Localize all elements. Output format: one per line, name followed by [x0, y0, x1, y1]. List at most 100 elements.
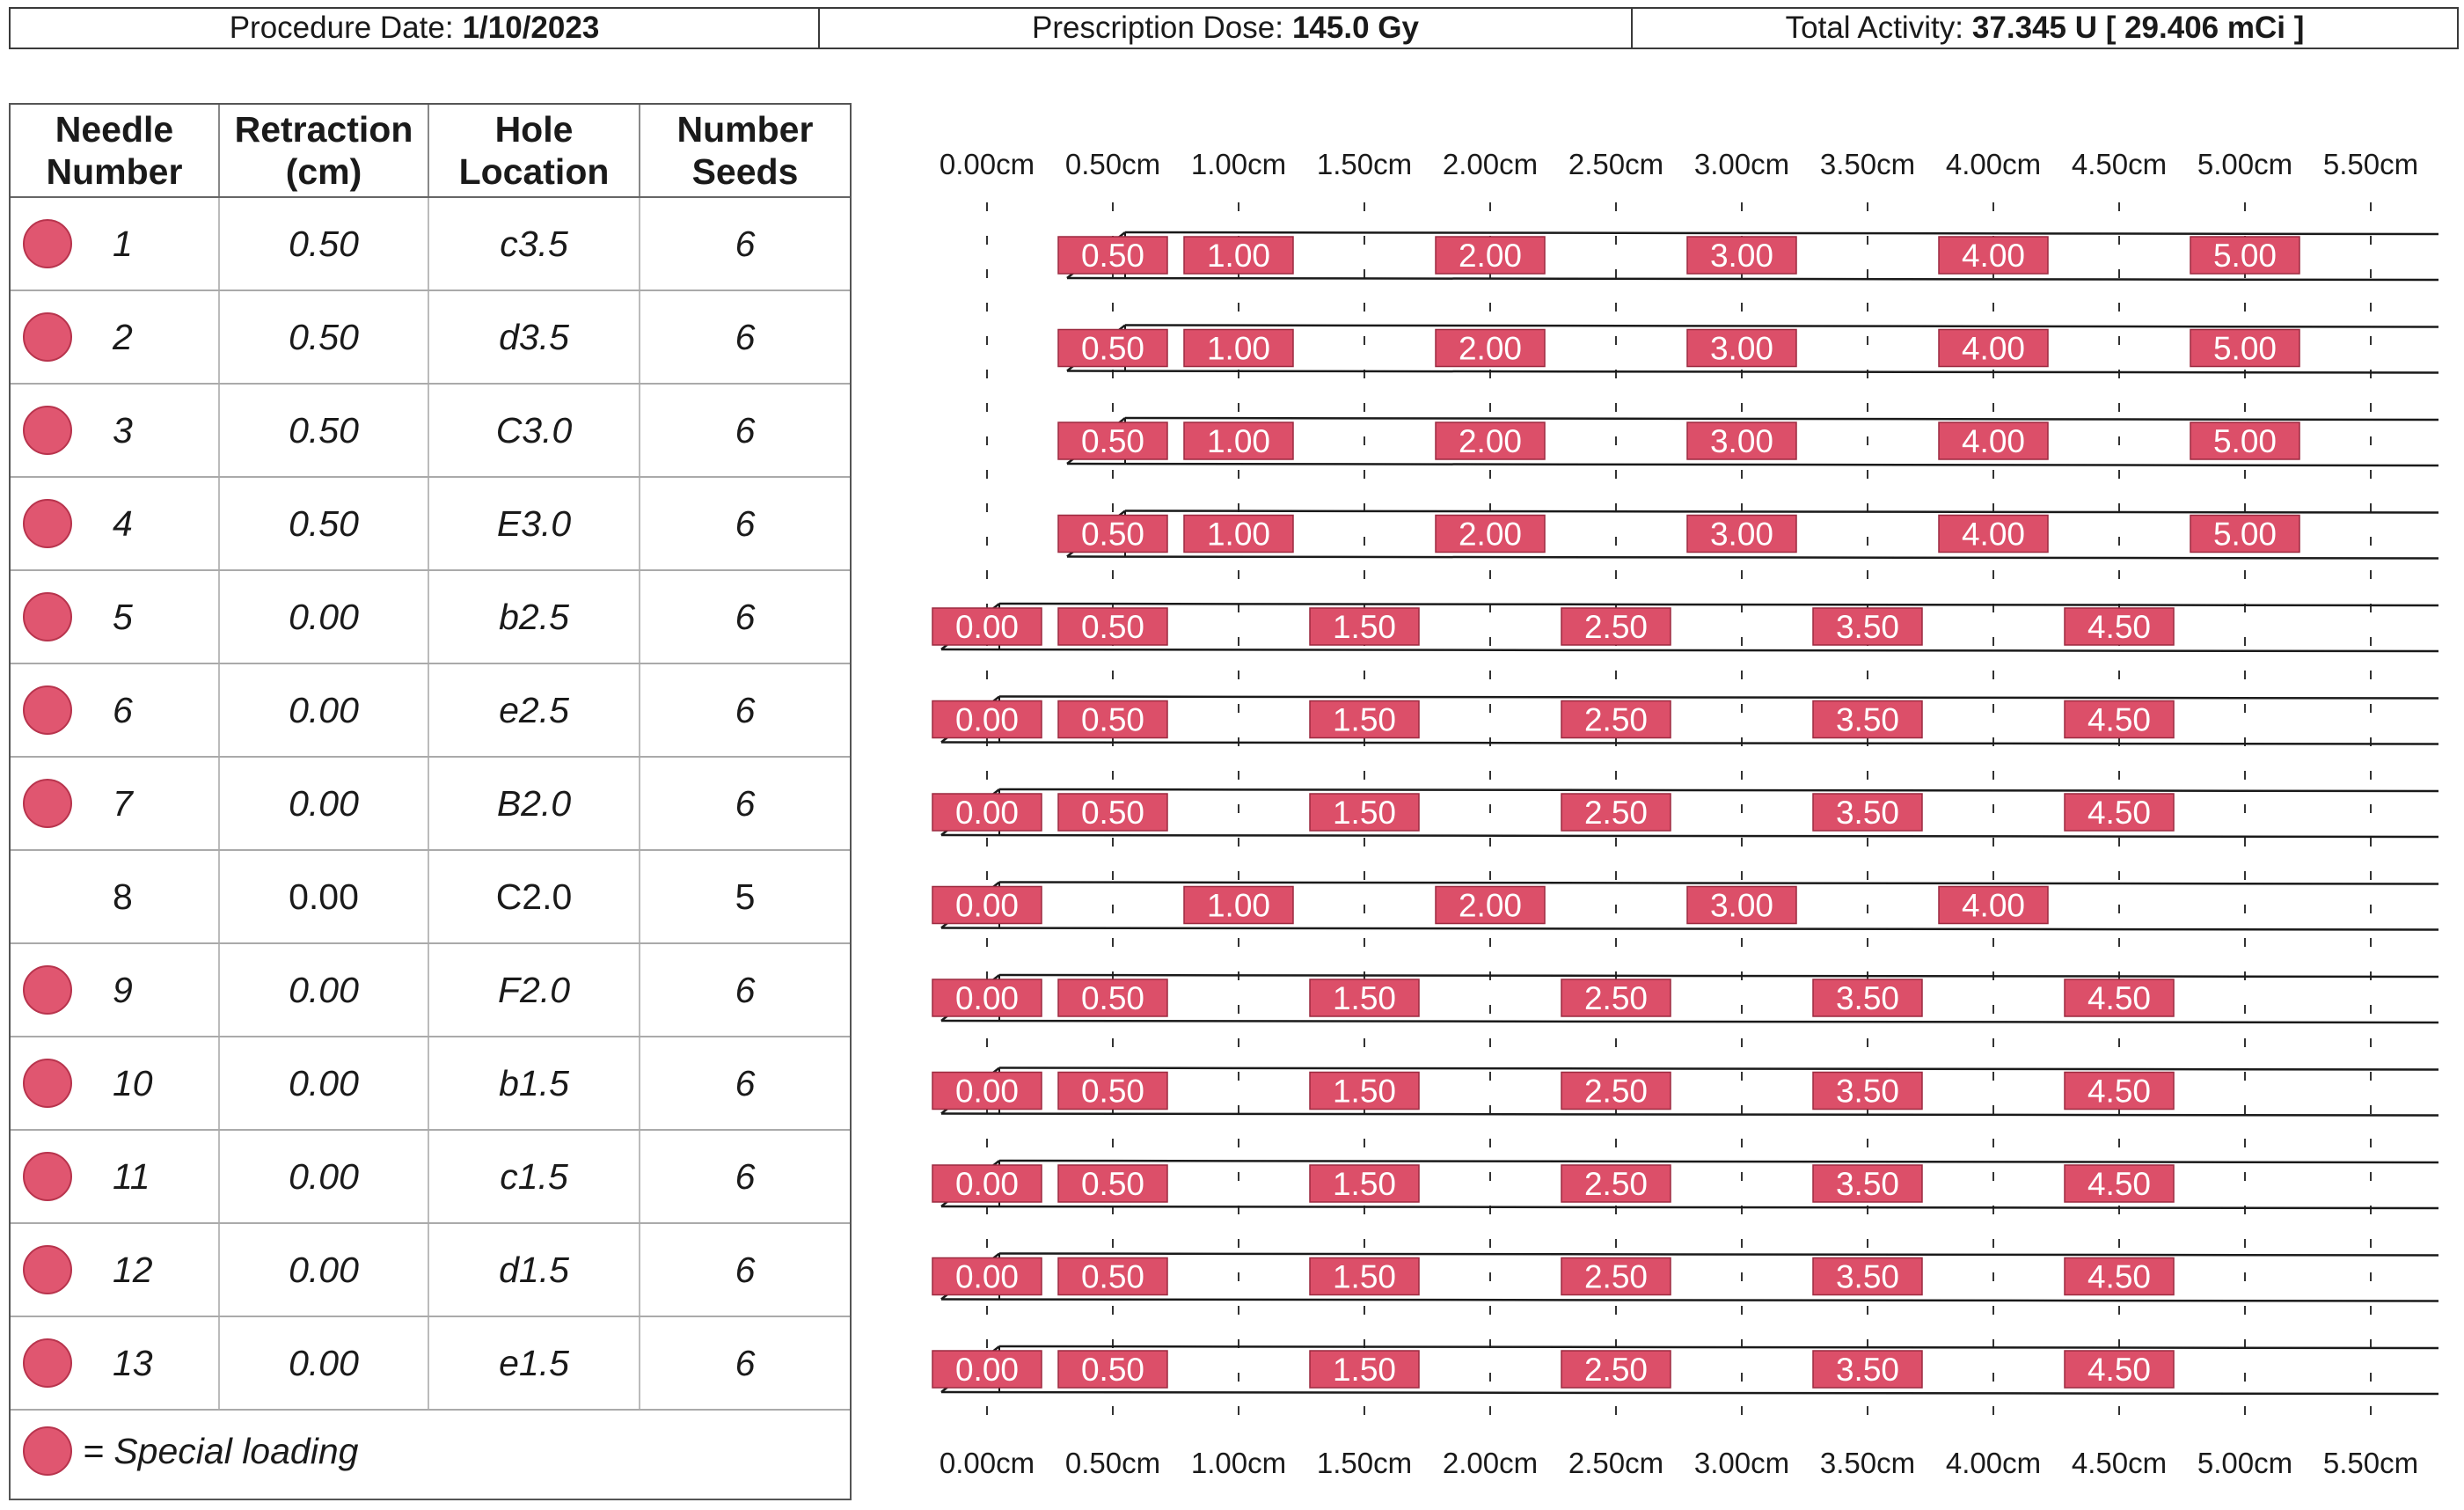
seed-position-label: 3.50	[1836, 1259, 1899, 1295]
seed-marker	[1309, 979, 1420, 1017]
needle-number: 9	[113, 969, 133, 1010]
seed-marker	[932, 793, 1042, 832]
retraction-cell: 0.00	[220, 758, 429, 849]
seed-position-label: 0.50	[1081, 1259, 1144, 1295]
needle-number: 12	[113, 1249, 153, 1290]
axis-tick-label-bottom: 5.00cm	[2197, 1447, 2292, 1479]
seed-marker	[1183, 514, 1294, 553]
seed-marker	[1057, 979, 1168, 1017]
seed-marker	[1435, 514, 1546, 553]
seed-position-label: 2.50	[1584, 1352, 1648, 1388]
table-row: 8 0.00 C2.0 5	[11, 851, 850, 944]
special-loading-dot-icon	[23, 1245, 72, 1294]
needle-number: 7	[113, 782, 133, 824]
seed-marker	[932, 979, 1042, 1017]
seed-position-label: 1.00	[1207, 331, 1270, 367]
seed-marker	[2064, 979, 2175, 1017]
seed-position-label: 4.50	[2087, 609, 2151, 645]
seed-position-label: 2.00	[1459, 423, 1522, 459]
axis-tick-label-top: 4.50cm	[2072, 148, 2167, 180]
hole-location-cell: d3.5	[429, 291, 640, 383]
needle-number: 5	[113, 596, 133, 637]
seed-marker	[932, 1071, 1042, 1111]
needle-number-cell: 13	[11, 1317, 220, 1409]
seed-marker	[1309, 1164, 1420, 1203]
needle-number: 4	[113, 502, 133, 544]
seed-position-label: 3.50	[1836, 795, 1899, 831]
special-loading-dot-icon	[23, 1152, 72, 1201]
seed-position-label: 1.00	[1207, 517, 1270, 553]
seed-position-label: 1.50	[1333, 1074, 1396, 1110]
needle-bottom-edge	[1066, 370, 2439, 374]
seed-marker	[1183, 328, 1294, 368]
axis-tick-label-top: 2.00cm	[1443, 148, 1538, 180]
needle-number-cell: 1	[11, 198, 220, 290]
needle-number: 3	[113, 409, 133, 451]
needle-number-cell: 7	[11, 758, 220, 849]
retraction-cell: 0.00	[220, 1037, 429, 1129]
seed-marker	[1938, 421, 2049, 460]
seed-marker	[2064, 700, 2175, 739]
axis-tick-label-bottom: 3.00cm	[1694, 1447, 1789, 1479]
seed-marker	[1686, 421, 1797, 460]
needle-number-cell: 8	[11, 851, 220, 942]
seed-position-label: 1.50	[1333, 980, 1396, 1016]
special-loading-dot-icon	[23, 685, 72, 735]
seed-marker	[1938, 328, 2049, 368]
seed-position-label: 2.00	[1459, 238, 1522, 274]
number-seeds-cell: 6	[735, 223, 756, 264]
seed-marker	[2064, 607, 2175, 646]
axis-tick-label-bottom: 3.50cm	[1820, 1447, 1915, 1479]
seed-position-label: 1.50	[1333, 1166, 1396, 1202]
seed-marker	[1057, 421, 1168, 460]
needle-number-cell: 4	[11, 478, 220, 569]
seed-position-label: 0.00	[955, 609, 1019, 645]
needle-table: Needle Number Retraction (cm) Hole Location…	[9, 103, 852, 1500]
hole-location-cell: c3.5	[429, 198, 640, 290]
needle-number: 8	[113, 876, 133, 917]
seed-marker	[1938, 514, 2049, 553]
seed-position-label: 2.50	[1584, 1074, 1648, 1110]
seed-position-label: 0.50	[1081, 702, 1144, 738]
needle-top-edge	[1124, 324, 2439, 328]
seed-marker	[1057, 328, 1168, 368]
needle-top-edge	[998, 973, 2439, 979]
seed-marker	[932, 607, 1042, 646]
needle-bottom-edge	[1066, 276, 2439, 282]
needle-top-edge	[998, 1252, 2439, 1257]
retraction-cell: 0.00	[220, 1224, 429, 1316]
total-activity-value: 37.345 U [ 29.406 mCi ]	[1971, 11, 2305, 45]
needle-top-edge	[1124, 509, 2439, 514]
column-header-number-seeds: Number Seeds	[640, 105, 850, 196]
seed-position-label: 0.00	[955, 1074, 1019, 1110]
number-seeds-cell: 6	[735, 502, 756, 544]
prescription-dose-label: Prescription Dose:	[1032, 11, 1283, 45]
seed-position-label: 2.50	[1584, 795, 1648, 831]
seed-position-label: 4.50	[2087, 795, 2151, 831]
axis-tick-label-top: 2.50cm	[1568, 148, 1663, 180]
seed-marker	[1309, 700, 1420, 739]
seed-marker	[1435, 328, 1546, 368]
needle-bottom-edge	[940, 1019, 2439, 1024]
hole-location-cell: F2.0	[429, 944, 640, 1036]
special-loading-dot-icon	[23, 219, 72, 268]
seed-position-label: 0.00	[955, 1352, 1019, 1388]
table-row: 13 0.00 e1.5 6	[11, 1317, 850, 1411]
special-loading-dot-icon	[23, 1059, 72, 1108]
needle-bottom-edge	[940, 648, 2439, 653]
seed-position-label: 0.00	[955, 1166, 1019, 1202]
needle-top-edge	[998, 1159, 2439, 1164]
seed-position-label: 5.00	[2213, 331, 2277, 367]
seed-position-label: 4.50	[2087, 1074, 2151, 1110]
seed-position-label: 0.00	[955, 888, 1019, 924]
axis-tick-label-top: 4.00cm	[1946, 148, 2041, 180]
seed-position-label: 2.50	[1584, 1166, 1648, 1202]
seed-position-label: 2.00	[1459, 888, 1522, 924]
retraction-cell: 0.00	[220, 571, 429, 663]
retraction-cell: 0.50	[220, 198, 429, 290]
special-loading-dot-icon	[23, 1338, 72, 1388]
needle-bottom-edge	[1066, 555, 2439, 560]
seed-marker	[2190, 328, 2300, 368]
axis-tick-label-top: 5.50cm	[2323, 148, 2418, 180]
